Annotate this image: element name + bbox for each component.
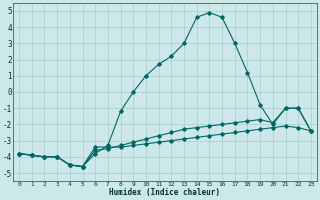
X-axis label: Humidex (Indice chaleur): Humidex (Indice chaleur) <box>109 188 220 197</box>
